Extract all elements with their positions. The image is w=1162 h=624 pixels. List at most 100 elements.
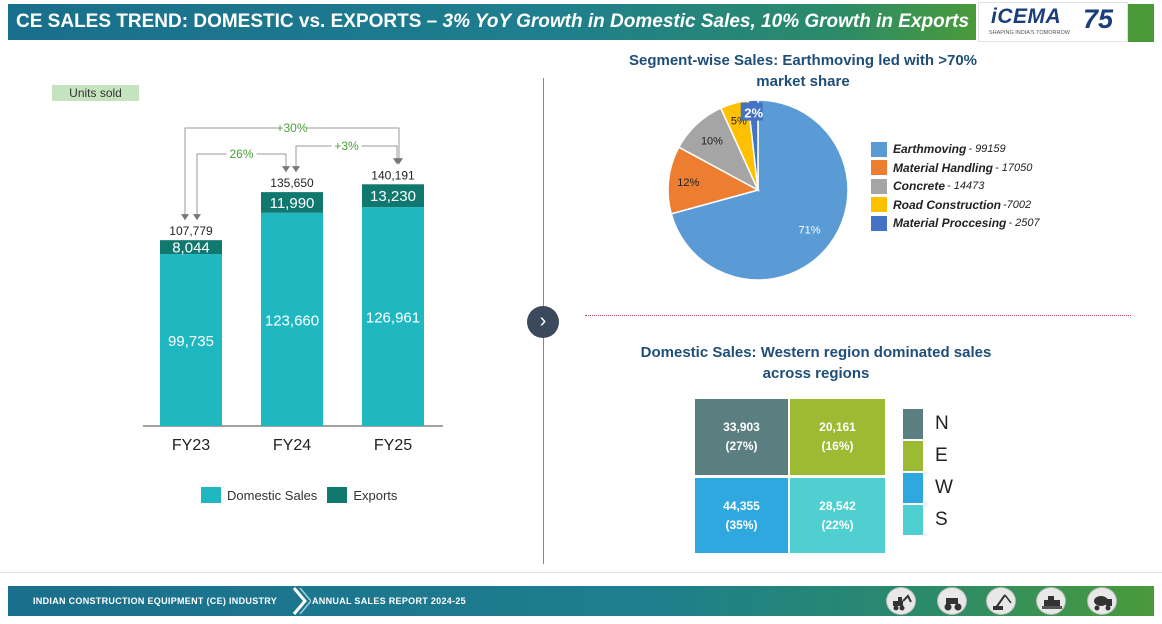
treemap-cell-east: 20,161 (16%): [790, 399, 885, 475]
treemap-title: Domestic Sales: Western region dominated…: [640, 344, 992, 382]
treemap-cell-south: 28,542 (22%): [790, 478, 885, 553]
cell-value: 28,542: [819, 498, 856, 513]
arrowhead: [292, 166, 300, 173]
region-legend-item: W: [903, 472, 953, 504]
legend-swatch: [871, 160, 887, 176]
legend-label: E: [935, 445, 948, 466]
cell-value: 33,903: [723, 420, 760, 434]
pie-legend: Earthmoving - 99159 Material Handling - 17…: [871, 140, 1040, 233]
legend-swatch: [871, 215, 887, 231]
treemap-cell-north: 33,903 (27%): [695, 399, 788, 475]
backhoe-icon[interactable]: [886, 587, 916, 615]
data-label-exports: 11,990: [270, 195, 315, 212]
legend-label: Material Handling: [893, 160, 994, 175]
total-label: 135,650: [270, 176, 314, 190]
footer-report: ANNUAL SALES REPORT 2024-25: [312, 596, 466, 606]
cell-share: (16%): [821, 439, 854, 453]
slide-title: CE SALES TREND: DOMESTIC vs. EXPORTS – 3…: [8, 4, 976, 40]
treemap-cell-west: 44,355 (35%): [695, 478, 788, 553]
legend-value: - 14473: [947, 180, 985, 193]
annotation-bg: [226, 146, 257, 160]
next-button[interactable]: ›: [527, 306, 559, 338]
footer-industry: INDIAN CONSTRUCTION EQUIPMENT (CE) INDUS…: [33, 596, 278, 606]
pie-slice: [667, 146, 760, 215]
title-italic: 3% YoY Growth in Domestic Sales, 10% Gro…: [442, 11, 970, 32]
data-label-exports: 13,230: [370, 188, 416, 205]
x-tick-label: FY24: [273, 437, 311, 454]
bar-domestic: [160, 254, 222, 426]
cell-share: (22%): [821, 517, 854, 532]
header: CE SALES TREND: DOMESTIC vs. EXPORTS – 3…: [0, 0, 1162, 42]
arrowhead: [181, 214, 189, 221]
legend-label: Road Construction: [893, 197, 1001, 212]
data-label-domestic: 123,660: [265, 312, 319, 329]
legend-swatch: [871, 141, 887, 157]
pie-chart: 71%12%10%5%2%: [667, 99, 849, 281]
legend-value: - 99159: [968, 143, 1006, 156]
icema-logo: iCEMA SHAPING INDIA'S TOMORROW 75: [978, 2, 1128, 42]
annotation-bg: [331, 138, 362, 152]
pie-legend-item: Material Handling - 17050: [871, 159, 1040, 178]
units-badge: Units sold: [52, 85, 139, 101]
region-legend-item: N: [903, 408, 953, 440]
legend-label-domestic: Domestic Sales: [227, 487, 318, 503]
legend-swatch-domestic: [201, 487, 221, 503]
pie-title: Segment-wise Sales: Earthmoving led with…: [628, 52, 978, 90]
data-label-domestic: 99,735: [168, 333, 214, 350]
legend-swatch: [903, 473, 923, 503]
legend-label: Earthmoving: [893, 142, 967, 157]
legend-swatch: [903, 441, 923, 471]
cell-value: 44,355: [723, 498, 760, 513]
annotation-bg: [277, 120, 307, 134]
legend-swatch: [871, 197, 887, 213]
pie-slice-label: 10%: [701, 136, 723, 148]
pie-slice-label: 12%: [677, 177, 699, 189]
arrowhead: [282, 166, 290, 173]
header-accent: [1128, 4, 1154, 42]
paver-icon[interactable]: [1036, 587, 1066, 615]
pie-legend-item: Concrete - 14473: [871, 177, 1040, 196]
cell-share: (35%): [725, 517, 758, 532]
pie-legend-item: Earthmoving - 99159: [871, 140, 1040, 159]
legend-value: - 2507: [1008, 217, 1040, 230]
logo-years: 75: [1083, 4, 1114, 34]
bar-legend: Domestic Sales Exports: [201, 487, 407, 503]
legend-swatch: [903, 505, 923, 535]
growth-annotation: +30%: [276, 121, 307, 135]
legend-label: Concrete: [893, 179, 946, 194]
legend-label: W: [935, 477, 953, 498]
pie-slice-label: 71%: [799, 224, 821, 236]
legend-label: Material Proccesing: [893, 216, 1007, 231]
total-label: 107,779: [169, 224, 213, 238]
pie-legend-item: Material Proccesing - 2507: [871, 214, 1040, 233]
cell-share: (27%): [725, 439, 758, 453]
horizontal-divider: [585, 315, 1131, 316]
tractor-icon[interactable]: [937, 587, 967, 615]
mixer-icon[interactable]: [1087, 587, 1117, 615]
bar-domestic: [362, 207, 424, 426]
legend-label: S: [935, 509, 948, 530]
chevron-right-icon[interactable]: ›: [539, 310, 547, 332]
bar-exports: [362, 184, 424, 208]
legend-swatch-exports: [327, 487, 348, 503]
total-label: 140,191: [371, 168, 415, 182]
x-tick-label: FY23: [172, 437, 210, 454]
pie-slice: [747, 99, 759, 191]
growth-annotation: 26%: [229, 147, 253, 161]
chevron-right-icon: [292, 587, 311, 615]
bar-exports: [160, 240, 222, 255]
bar-domestic: [261, 212, 323, 426]
crane-icon[interactable]: [986, 587, 1016, 615]
legend-item-exports: Exports: [327, 487, 397, 503]
growth-annotation: +3%: [334, 139, 359, 153]
bar-chart: 99,735 8,044 107,779 FY23 123,660 11,990 135,6…: [143, 120, 443, 454]
legend-label-exports: Exports: [353, 487, 398, 503]
legend-item-domestic: Domestic Sales: [201, 487, 317, 503]
pie-label-bg: [740, 102, 763, 121]
x-tick-label: FY25: [374, 437, 412, 454]
arrowhead: [393, 158, 401, 165]
bar-exports: [261, 192, 323, 213]
data-label-exports: 8,044: [172, 240, 210, 257]
legend-value: -7002: [1003, 198, 1032, 211]
region-legend: N E W S: [903, 408, 953, 536]
